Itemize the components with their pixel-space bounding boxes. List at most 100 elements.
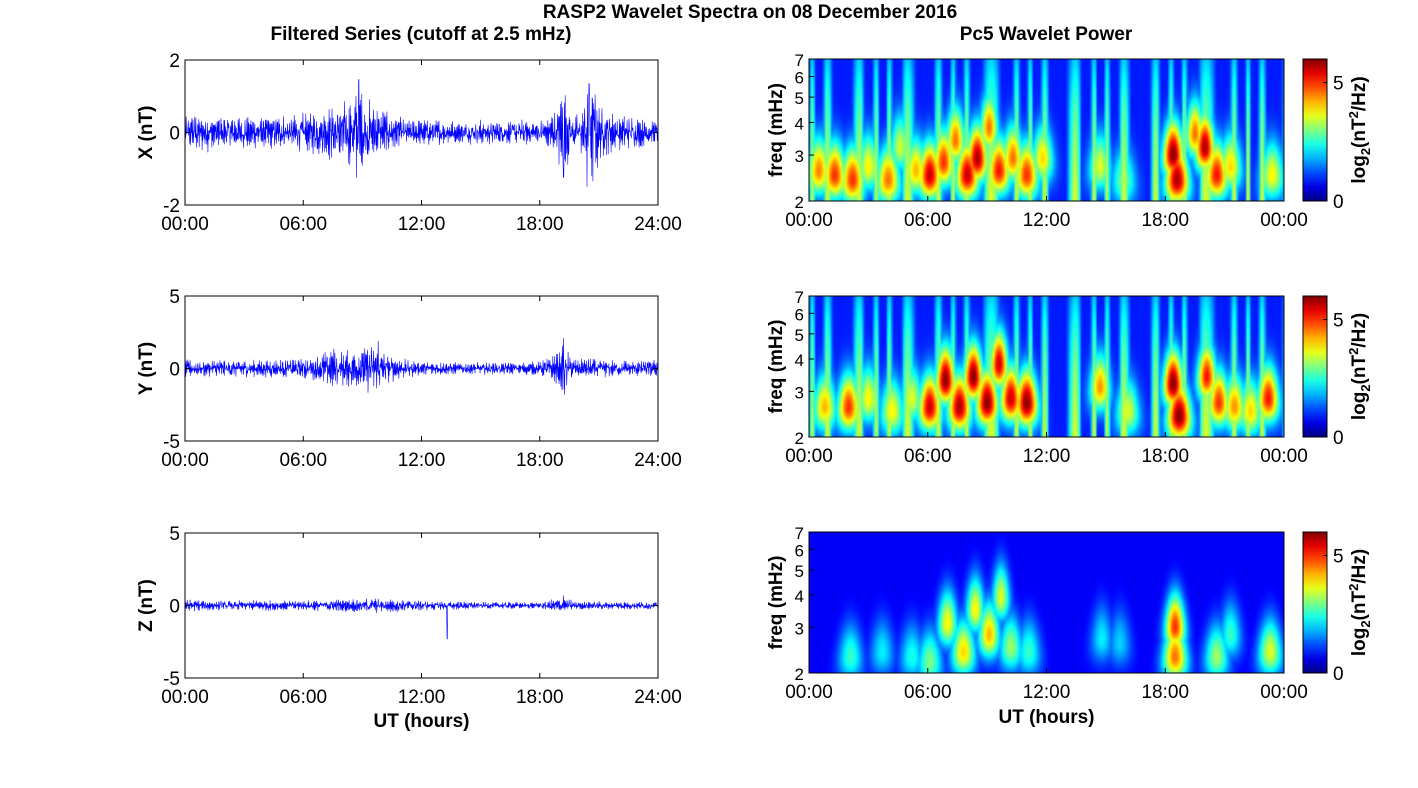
colorbar-label-part: 2 <box>1346 584 1361 591</box>
x-tick-label: 06:00 <box>279 687 327 708</box>
x-tick-label: 18:00 <box>516 687 564 708</box>
y-tick-label: 3 <box>795 383 804 402</box>
series-line-x <box>184 78 659 187</box>
wavelet-power-image <box>809 59 1284 201</box>
y-tick-label: 3 <box>795 619 804 638</box>
x-axis-label: UT (hours) <box>998 707 1094 728</box>
colorbar-tick-label: 0 <box>1333 192 1344 213</box>
y-tick-label: 2 <box>795 193 804 212</box>
x-tick-label: 00:00 <box>1260 446 1308 467</box>
wavelet-power-image <box>809 532 1284 673</box>
y-axis-label: freq (mHz) <box>766 320 787 414</box>
wavelet-panel-z: 00:00 06:00 12:00 18:00 00:00 2 3 4 5 67 freq (mHz… <box>766 524 1373 728</box>
y-tick-label: 7 <box>795 51 804 70</box>
y-tick-label: 2 <box>169 51 180 72</box>
x-tick-label: 24:00 <box>634 687 682 708</box>
y-tick-label: 4 <box>795 114 804 133</box>
series-line-z <box>184 595 659 640</box>
y-tick-label: 0 <box>169 360 180 381</box>
colorbar-tick-label: 5 <box>1333 74 1344 95</box>
y-tick-label: -2 <box>163 196 180 217</box>
colorbar-label: log2(nT2/Hz) <box>1346 313 1373 420</box>
y-tick-label: 5 <box>795 89 804 108</box>
colorbar-label-part: 2 <box>1346 111 1361 118</box>
figure-title: RASP2 Wavelet Spectra on 08 December 201… <box>543 2 957 23</box>
colorbar-label-part: (nT <box>1349 591 1370 621</box>
x-tick-label: 06:00 <box>904 446 952 467</box>
colorbar <box>1302 531 1328 674</box>
x-tick-label: 06:00 <box>279 450 327 471</box>
x-tick-label: 00:00 <box>785 446 833 467</box>
x-tick-label: 24:00 <box>634 450 682 471</box>
x-tick-label: 12:00 <box>398 214 446 235</box>
colorbar-tick-label: 0 <box>1333 428 1344 449</box>
colorbar-label-part: /Hz) <box>1349 313 1370 348</box>
right-column-title: Pc5 Wavelet Power <box>960 24 1133 45</box>
x-tick-label: 12:00 <box>1023 682 1071 703</box>
colorbar-label-part: log <box>1349 392 1370 421</box>
series-panel-z: 00:00 06:00 12:00 18:00 24:00 -5 0 5 Z (nT) UT (h… <box>136 524 682 732</box>
y-tick-label: 0 <box>169 597 180 618</box>
x-tick-label: 00:00 <box>1260 210 1308 231</box>
x-tick-label: 24:00 <box>634 214 682 235</box>
series-panel-x: 00:00 06:00 12:00 18:00 24:00 -2 0 2 X (nT) <box>136 51 682 235</box>
x-tick-label: 12:00 <box>398 687 446 708</box>
colorbar <box>1302 58 1328 202</box>
y-tick-label: -5 <box>163 669 180 690</box>
y-tick-label: 4 <box>795 587 804 606</box>
y-tick-label: 7 <box>795 524 804 543</box>
y-tick-label: -5 <box>163 432 180 453</box>
colorbar-label-part: log <box>1349 155 1370 184</box>
y-tick-label: 7 <box>795 288 804 307</box>
x-tick-label: 18:00 <box>1141 446 1189 467</box>
x-tick-label: 00:00 <box>161 450 209 471</box>
x-tick-label: 12:00 <box>1023 446 1071 467</box>
x-tick-label: 06:00 <box>279 214 327 235</box>
y-axis-label: freq (mHz) <box>766 83 787 177</box>
x-tick-label: 00:00 <box>785 210 833 231</box>
x-tick-label: 06:00 <box>904 682 952 703</box>
colorbar-tick-label: 5 <box>1333 311 1344 332</box>
colorbar-label-part: /Hz) <box>1349 76 1370 111</box>
colorbar-label-part: 2 <box>1358 620 1373 627</box>
x-tick-label: 00:00 <box>785 682 833 703</box>
y-tick-label: 2 <box>795 429 804 448</box>
y-tick-label: 6 <box>795 305 804 324</box>
colorbar-tick-label: 0 <box>1333 664 1344 685</box>
x-tick-label: 18:00 <box>516 214 564 235</box>
y-tick-label: 3 <box>795 147 804 166</box>
y-axis-label: Y (nT) <box>136 342 157 395</box>
left-column-title: Filtered Series (cutoff at 2.5 mHz) <box>271 24 572 45</box>
x-tick-label: 00:00 <box>161 214 209 235</box>
y-tick-label: 5 <box>169 524 180 545</box>
x-tick-label: 18:00 <box>1141 682 1189 703</box>
series-line-y <box>184 338 659 395</box>
y-tick-label: 5 <box>795 562 804 581</box>
y-axis-label: freq (mHz) <box>766 556 787 650</box>
y-tick-label: 6 <box>795 541 804 560</box>
y-axis-label: Z (nT) <box>136 579 157 632</box>
series-panel-y: 00:00 06:00 12:00 18:00 24:00 -5 0 5 Y (nT) <box>136 287 682 471</box>
colorbar-label-part: /Hz) <box>1349 549 1370 584</box>
x-tick-label: 00:00 <box>1260 682 1308 703</box>
x-tick-label: 00:00 <box>161 687 209 708</box>
x-tick-label: 18:00 <box>516 450 564 471</box>
colorbar-label-part: log <box>1349 628 1370 657</box>
colorbar-label-part: 2 <box>1346 348 1361 355</box>
colorbar-label-part: (nT <box>1349 118 1370 148</box>
colorbar-label: log2(nT2/Hz) <box>1346 549 1373 656</box>
x-tick-label: 06:00 <box>904 210 952 231</box>
y-tick-label: 4 <box>795 351 804 370</box>
x-axis-label: UT (hours) <box>373 711 469 732</box>
wavelet-power-image <box>809 296 1284 437</box>
colorbar-label: log2(nT2/Hz) <box>1346 76 1373 183</box>
colorbar-label-part: 2 <box>1358 384 1373 391</box>
colorbar <box>1302 295 1328 438</box>
colorbar-tick-label: 5 <box>1333 547 1344 568</box>
y-tick-label: 0 <box>169 124 180 145</box>
x-tick-label: 12:00 <box>398 450 446 471</box>
